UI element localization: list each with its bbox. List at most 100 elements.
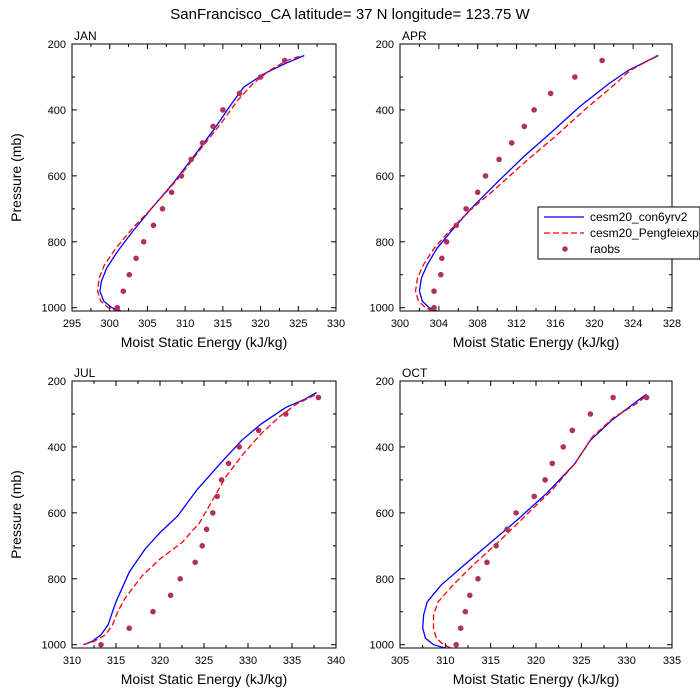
y-tick-label-apr-1000: 1000 (370, 303, 394, 315)
panel-label-apr: APR (402, 29, 427, 43)
raobs-point-apr-3 (439, 255, 445, 262)
x-tick-label-jul-315: 315 (107, 655, 125, 667)
raobs-point-apr-15 (599, 57, 605, 64)
y-tick-label-oct-400: 400 (376, 442, 394, 454)
panel-apr: 300 304 308 312 316 320 324 328 200 400 600 800 1000… (370, 29, 682, 350)
panel-grid: 295 300 305 310 315 320 325 330 200 400 600 800 1000… (8, 29, 681, 687)
raobs-point-jul-13 (255, 427, 262, 434)
raobs-point-oct-11 (549, 460, 556, 467)
panel-label-jul: JUL (74, 366, 96, 380)
y-tick-label-jul-1000: 1000 (42, 640, 66, 652)
y-tick-label-jan-600: 600 (48, 171, 66, 183)
raobs-point-jan-2 (126, 271, 133, 278)
series-line-cesm20_Pengfeiexp8-oct (432, 395, 647, 648)
raobs-point-jan-13 (236, 90, 243, 97)
raobs-point-jul-6 (199, 543, 205, 549)
y-axis-label-jul: Pressure (mb) (8, 470, 24, 559)
raobs-point-jul-14 (283, 411, 289, 417)
raobs-point-oct-7 (504, 526, 510, 533)
raobs-point-apr-10 (508, 140, 515, 146)
x-tick-label-apr-308: 308 (469, 318, 487, 330)
plot-frame-jan (71, 43, 337, 312)
raobs-point-apr-14 (572, 74, 578, 80)
x-tick-label-apr-320: 320 (585, 318, 603, 330)
x-tick-label-oct-315: 315 (481, 655, 499, 667)
y-tick-label-jul-200: 200 (48, 376, 66, 388)
x-tick-label-jan-300: 300 (101, 318, 119, 330)
raobs-point-jan-8 (178, 173, 185, 179)
y-tick-label-oct-800: 800 (376, 574, 394, 586)
panel-oct: 305 310 315 320 325 330 335 200 400 600 800 1000 OCT… (370, 366, 682, 687)
x-tick-label-jul-310: 310 (63, 655, 81, 667)
raobs-point-jan-14 (257, 74, 264, 80)
raobs-point-jul-3 (167, 592, 174, 599)
x-tick-label-jan-305: 305 (138, 318, 156, 330)
series-line-cesm20_Pengfeiexp8-jul (83, 393, 317, 646)
raobs-point-oct-3 (467, 592, 473, 599)
raobs-point-jul-1 (126, 625, 132, 631)
y-tick-label-jul-400: 400 (48, 442, 66, 454)
x-tick-label-jul-320: 320 (151, 655, 169, 667)
raobs-point-jan-11 (210, 123, 216, 130)
panel-jul: 310 315 320 325 330 335 340 200 400 600 800 1000 JUL… (8, 366, 345, 687)
y-axis-label-jan: Pressure (mb) (8, 133, 24, 222)
x-tick-label-apr-304: 304 (430, 318, 448, 330)
raobs-point-jul-7 (203, 526, 210, 533)
raobs-point-apr-13 (547, 90, 554, 97)
raobs-point-oct-5 (484, 559, 490, 566)
raobs-point-apr-12 (531, 107, 537, 113)
x-tick-label-jul-325: 325 (195, 655, 213, 667)
legend-label-cesm20_Pengfeiexp8: cesm20_Pengfeiexp8 (590, 226, 700, 240)
y-tick-label-apr-200: 200 (376, 39, 394, 51)
x-tick-label-jul-330: 330 (239, 655, 257, 667)
x-tick-label-apr-328: 328 (663, 318, 681, 330)
raobs-point-jan-5 (150, 222, 157, 229)
panel-jan: 295 300 305 310 315 320 325 330 200 400 600 800 1000… (8, 29, 345, 350)
raobs-point-jul-15 (315, 394, 322, 401)
legend-label-raobs: raobs (590, 242, 620, 256)
raobs-point-oct-10 (542, 477, 548, 483)
x-tick-label-oct-335: 335 (663, 655, 681, 667)
raobs-point-jul-4 (177, 576, 183, 582)
raobs-point-jan-9 (188, 156, 194, 163)
raobs-point-apr-4 (443, 239, 450, 245)
x-axis-label-oct: Moist Static Energy (kJ/kg) (453, 671, 620, 687)
raobs-point-jul-11 (225, 460, 232, 467)
raobs-point-jan-12 (220, 107, 226, 113)
y-tick-label-jul-600: 600 (48, 508, 66, 520)
series-line-cesm20_con6yrv2-oct (422, 393, 647, 648)
raobs-point-jul-8 (210, 510, 216, 516)
x-axis-label-jan: Moist Static Energy (kJ/kg) (121, 334, 288, 350)
x-tick-label-oct-305: 305 (391, 655, 409, 667)
raobs-point-jan-6 (159, 206, 166, 212)
raobs-point-oct-16 (643, 394, 650, 401)
raobs-point-jan-7 (168, 189, 175, 196)
raobs-point-jul-12 (236, 444, 242, 450)
raobs-point-apr-8 (482, 173, 489, 179)
x-tick-label-jan-295: 295 (63, 318, 81, 330)
raobs-point-apr-1 (431, 288, 437, 295)
raobs-point-oct-1 (457, 625, 464, 631)
plot-frame-oct (399, 380, 673, 649)
raobs-point-oct-15 (610, 394, 616, 401)
raobs-point-apr-7 (474, 189, 481, 196)
raobs-point-apr-11 (521, 123, 528, 130)
legend-marker-raobs (562, 246, 568, 252)
x-tick-label-oct-325: 325 (572, 655, 590, 667)
raobs-point-apr-9 (496, 156, 502, 163)
raobs-point-apr-5 (453, 222, 460, 229)
x-tick-label-jul-340: 340 (327, 655, 345, 667)
x-tick-label-jan-320: 320 (251, 318, 269, 330)
raobs-point-oct-14 (587, 411, 594, 417)
x-tick-label-oct-310: 310 (436, 655, 454, 667)
y-tick-label-jan-1000: 1000 (42, 303, 66, 315)
y-tick-label-apr-600: 600 (376, 171, 394, 183)
raobs-point-jan-15 (281, 57, 288, 64)
series-line-cesm20_con6yrv2-apr (418, 54, 659, 311)
x-tick-label-jan-310: 310 (176, 318, 194, 330)
series-line-cesm20_Pengfeiexp8-jan (96, 54, 303, 311)
raobs-point-jan-1 (120, 288, 127, 295)
raobs-point-oct-9 (531, 493, 537, 500)
